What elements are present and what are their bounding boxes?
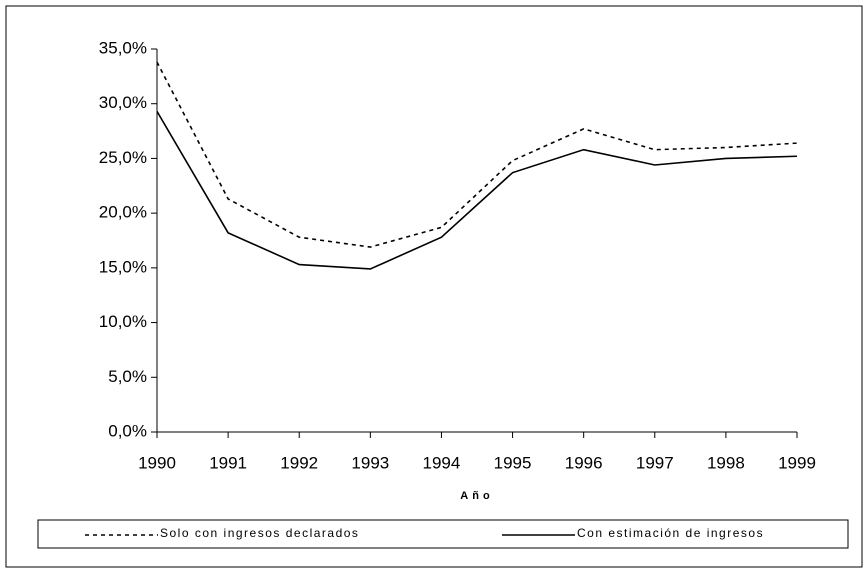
x-tick-label: 1996 xyxy=(565,453,603,472)
legend-label: Solo con ingresos declarados xyxy=(160,526,359,540)
y-tick-label: 35,0% xyxy=(99,38,147,57)
legend-box xyxy=(37,519,849,549)
x-tick-label: 1997 xyxy=(636,453,674,472)
x-tick-label: 1991 xyxy=(209,453,247,472)
y-tick-label: 5,0% xyxy=(108,367,147,386)
x-tick-label: 1999 xyxy=(778,453,816,472)
legend-label: Con estimación de ingresos xyxy=(577,526,764,540)
series-line xyxy=(156,110,798,270)
x-tick-label: 1990 xyxy=(138,453,176,472)
x-tick-label: 1994 xyxy=(423,453,461,472)
y-tick-label: 0,0% xyxy=(108,421,147,440)
chart-frame xyxy=(5,5,863,568)
y-tick-label: 25,0% xyxy=(99,148,147,167)
x-tick-label: 1998 xyxy=(707,453,745,472)
x-axis-title: Año xyxy=(460,490,493,502)
x-tick-label: 1995 xyxy=(494,453,532,472)
y-tick-label: 15,0% xyxy=(99,257,147,276)
y-tick-label: 10,0% xyxy=(99,312,147,331)
series-line xyxy=(156,61,798,248)
x-tick-label: 1992 xyxy=(280,453,318,472)
y-tick-label: 20,0% xyxy=(99,203,147,222)
x-tick-label: 1993 xyxy=(351,453,389,472)
y-tick-label: 30,0% xyxy=(99,93,147,112)
